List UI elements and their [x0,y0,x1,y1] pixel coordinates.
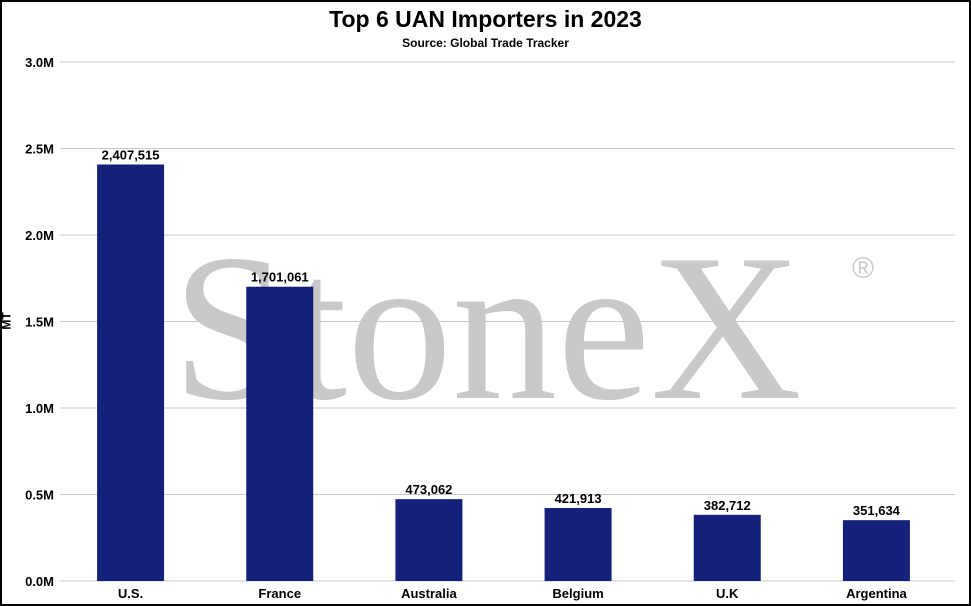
bar [693,514,761,581]
x-tick-label: France [258,586,301,601]
y-tick-label: 0.5M [25,488,54,503]
y-tick-label: 2.0M [25,228,54,243]
x-tick-label: U.K [716,586,739,601]
data-label: 1,701,061 [251,270,309,285]
x-tick-label: U.S. [118,586,143,601]
x-tick-label: Belgium [552,586,603,601]
x-axis-ticks: U.S. France Australia Belgium U.K Argentina [118,586,908,601]
y-axis-ticks: 0.0M 0.5M 1.0M 1.5M 2.0M 2.5M 3.0M [25,55,54,589]
y-tick-label: 2.5M [25,142,54,157]
data-label: 351,634 [853,503,901,518]
bar [97,164,165,581]
x-tick-label: Argentina [846,586,907,601]
data-label: 421,913 [555,491,602,506]
chart-title: Top 6 UAN Importers in 2023 [329,6,642,32]
gridlines [60,61,955,582]
chart-subtitle: Source: Global Trade Tracker [402,36,569,50]
y-tick-label: 1.0M [25,401,54,416]
bar [544,508,612,581]
y-tick-label: 3.0M [25,55,54,70]
data-labels: 2,407,515 1,701,061 473,062 421,913 382,712 3… [102,147,901,518]
watermark-registered-icon: ® [852,252,874,285]
y-tick-label: 1.5M [25,315,54,330]
data-label: 473,062 [405,482,452,497]
data-label: 382,712 [704,498,751,513]
bar [842,520,910,581]
bar [246,286,314,581]
data-label: 2,407,515 [102,147,160,162]
bars [97,164,910,581]
x-tick-label: Australia [401,586,457,601]
bar [395,499,463,581]
y-tick-label: 0.0M [25,574,54,589]
